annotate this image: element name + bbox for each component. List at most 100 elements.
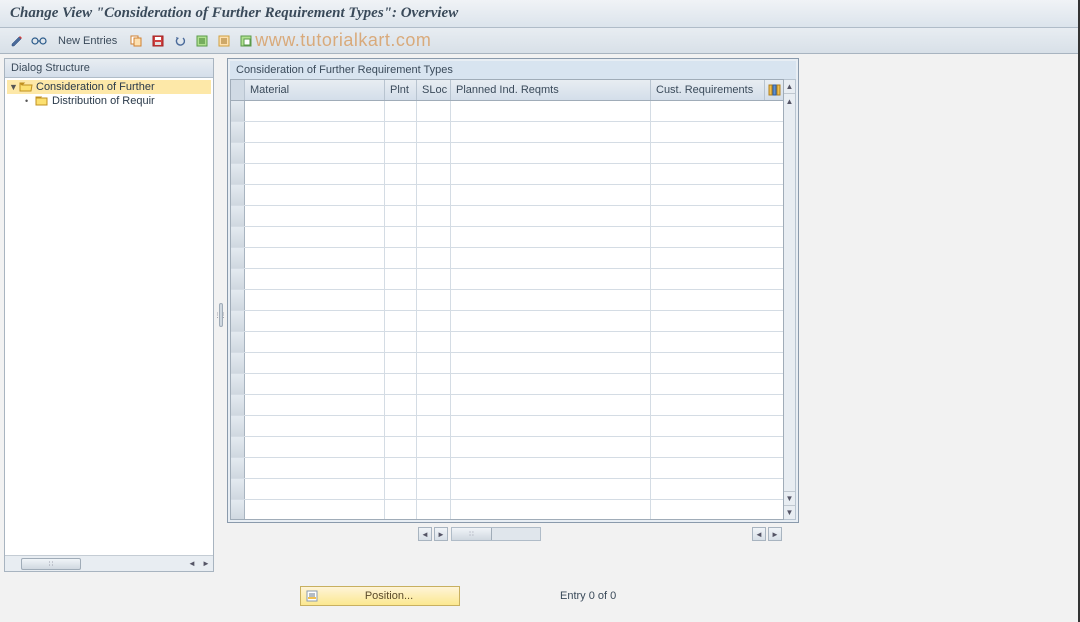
cell-plnt[interactable] xyxy=(385,248,417,268)
cell-sloc[interactable] xyxy=(417,374,451,394)
tree-hscroll[interactable]: ∷ ◄ ► xyxy=(5,555,213,571)
cell-pir[interactable] xyxy=(451,332,651,352)
cell-sloc[interactable] xyxy=(417,227,451,247)
row-selector[interactable] xyxy=(231,458,245,478)
cell-cust[interactable] xyxy=(651,227,765,247)
table-row[interactable] xyxy=(231,437,783,458)
cell-pir[interactable] xyxy=(451,311,651,331)
cell-sloc[interactable] xyxy=(417,311,451,331)
cell-cust[interactable] xyxy=(651,269,765,289)
cell-cust[interactable] xyxy=(651,311,765,331)
col-cust-requirements[interactable]: Cust. Requirements xyxy=(651,80,765,100)
cell-material[interactable] xyxy=(245,374,385,394)
table-row[interactable] xyxy=(231,206,783,227)
cell-cust[interactable] xyxy=(651,332,765,352)
cell-plnt[interactable] xyxy=(385,269,417,289)
cell-plnt[interactable] xyxy=(385,458,417,478)
vscroll[interactable]: ▲ ▲ ▼ ▼ xyxy=(784,79,796,520)
cell-material[interactable] xyxy=(245,248,385,268)
cell-pir[interactable] xyxy=(451,122,651,142)
tree-item-distribution[interactable]: • Distribution of Requir xyxy=(7,94,211,108)
cell-plnt[interactable] xyxy=(385,353,417,373)
new-entries-button[interactable]: New Entries xyxy=(52,33,123,49)
cell-material[interactable] xyxy=(245,311,385,331)
cell-sloc[interactable] xyxy=(417,101,451,121)
col-config-icon[interactable] xyxy=(765,80,783,100)
row-selector[interactable] xyxy=(231,416,245,436)
cell-cust[interactable] xyxy=(651,479,765,499)
row-selector[interactable] xyxy=(231,332,245,352)
cell-plnt[interactable] xyxy=(385,290,417,310)
cell-sloc[interactable] xyxy=(417,500,451,519)
cell-cust[interactable] xyxy=(651,416,765,436)
hscroll-right2-icon[interactable]: ► xyxy=(768,527,782,541)
cell-material[interactable] xyxy=(245,185,385,205)
table-row[interactable] xyxy=(231,290,783,311)
row-selector[interactable] xyxy=(231,185,245,205)
cell-material[interactable] xyxy=(245,332,385,352)
expand-icon[interactable]: ▼ xyxy=(9,82,19,92)
cell-pir[interactable] xyxy=(451,269,651,289)
cell-pir[interactable] xyxy=(451,458,651,478)
hscroll-left-icon[interactable]: ◄ xyxy=(185,557,199,571)
cell-pir[interactable] xyxy=(451,164,651,184)
col-plnt[interactable]: Plnt xyxy=(385,80,417,100)
select-all-icon[interactable] xyxy=(193,32,211,50)
cell-cust[interactable] xyxy=(651,248,765,268)
copy-icon[interactable] xyxy=(127,32,145,50)
row-selector[interactable] xyxy=(231,206,245,226)
cell-cust[interactable] xyxy=(651,395,765,415)
cell-material[interactable] xyxy=(245,164,385,184)
print-icon[interactable] xyxy=(237,32,255,50)
undo-icon[interactable] xyxy=(171,32,189,50)
cell-sloc[interactable] xyxy=(417,416,451,436)
cell-material[interactable] xyxy=(245,479,385,499)
cell-cust[interactable] xyxy=(651,500,765,519)
cell-cust[interactable] xyxy=(651,206,765,226)
cell-plnt[interactable] xyxy=(385,143,417,163)
row-selector[interactable] xyxy=(231,311,245,331)
cell-material[interactable] xyxy=(245,353,385,373)
cell-cust[interactable] xyxy=(651,458,765,478)
cell-sloc[interactable] xyxy=(417,479,451,499)
table-row[interactable] xyxy=(231,500,783,519)
row-selector[interactable] xyxy=(231,437,245,457)
cell-material[interactable] xyxy=(245,416,385,436)
cell-sloc[interactable] xyxy=(417,248,451,268)
cell-cust[interactable] xyxy=(651,290,765,310)
table-row[interactable] xyxy=(231,101,783,122)
cell-pir[interactable] xyxy=(451,416,651,436)
col-selector[interactable] xyxy=(231,80,245,100)
cell-material[interactable] xyxy=(245,143,385,163)
table-row[interactable] xyxy=(231,374,783,395)
cell-plnt[interactable] xyxy=(385,374,417,394)
cell-cust[interactable] xyxy=(651,185,765,205)
hscroll-thumb[interactable]: ∷ xyxy=(452,528,492,540)
cell-sloc[interactable] xyxy=(417,353,451,373)
cell-sloc[interactable] xyxy=(417,395,451,415)
hscroll-left2-icon[interactable]: ◄ xyxy=(752,527,766,541)
table-row[interactable] xyxy=(231,269,783,290)
cell-pir[interactable] xyxy=(451,101,651,121)
table-row[interactable] xyxy=(231,458,783,479)
cell-plnt[interactable] xyxy=(385,395,417,415)
row-selector[interactable] xyxy=(231,269,245,289)
cell-material[interactable] xyxy=(245,227,385,247)
cell-plnt[interactable] xyxy=(385,101,417,121)
cell-sloc[interactable] xyxy=(417,206,451,226)
table-row[interactable] xyxy=(231,122,783,143)
tree-item-consideration[interactable]: ▼ Consideration of Further xyxy=(7,80,211,94)
cell-pir[interactable] xyxy=(451,143,651,163)
cell-material[interactable] xyxy=(245,290,385,310)
cell-material[interactable] xyxy=(245,395,385,415)
position-button[interactable]: Position... xyxy=(300,586,460,606)
cell-pir[interactable] xyxy=(451,206,651,226)
cell-plnt[interactable] xyxy=(385,479,417,499)
cell-pir[interactable] xyxy=(451,479,651,499)
cell-pir[interactable] xyxy=(451,185,651,205)
table-row[interactable] xyxy=(231,479,783,500)
table-row[interactable] xyxy=(231,416,783,437)
cell-cust[interactable] xyxy=(651,122,765,142)
change-icon[interactable] xyxy=(8,32,26,50)
cell-sloc[interactable] xyxy=(417,143,451,163)
